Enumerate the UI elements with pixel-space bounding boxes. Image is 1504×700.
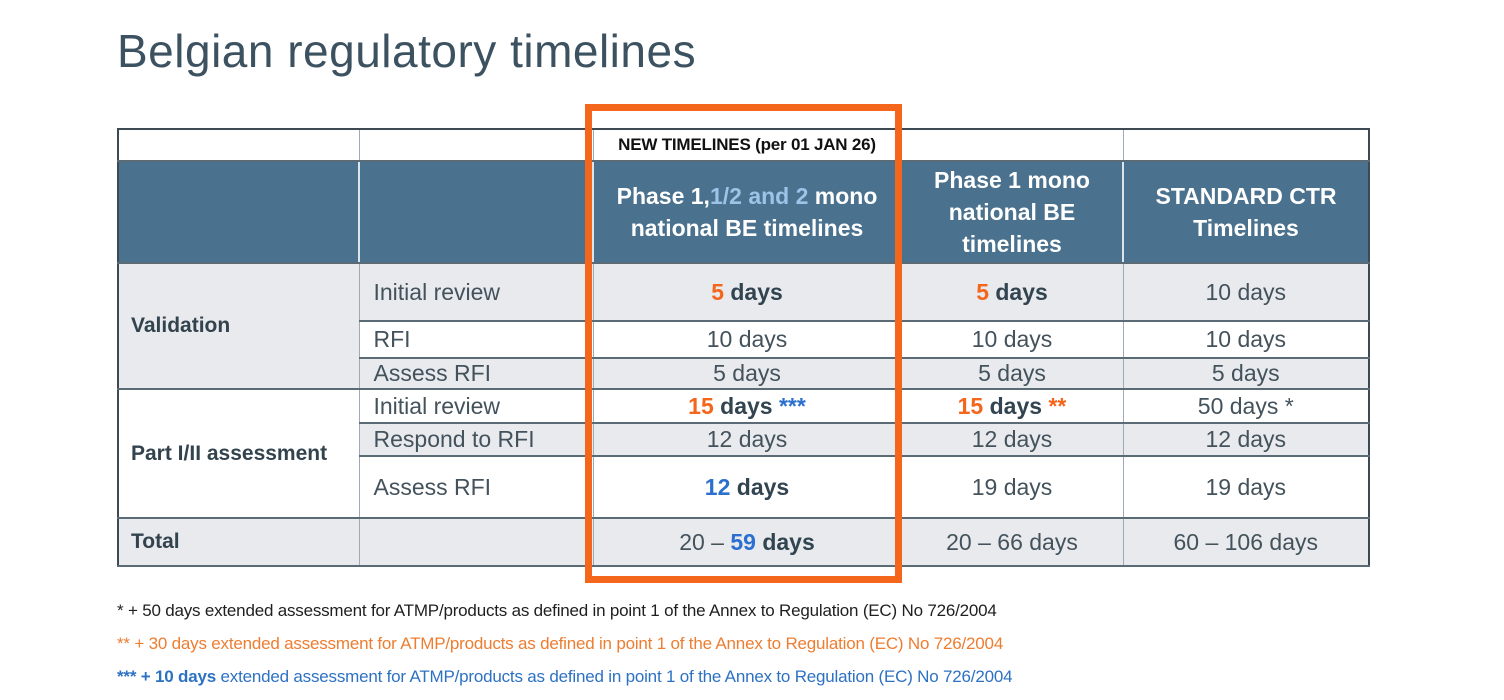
text-part: Phase 1, — [616, 182, 710, 209]
value-cell: 12 days — [900, 422, 1124, 457]
text-part: 19 days — [1205, 473, 1287, 500]
text-part: days — [988, 278, 1048, 305]
text-part: 1/2 and 2 — [709, 182, 809, 209]
footnote: ** + 30 days extended assessment for ATM… — [117, 634, 1012, 654]
text-part: ** + 30 days extended assessment for ATM… — [117, 634, 1004, 653]
text-part: 5 days — [713, 360, 781, 386]
step-label: Assess RFI — [358, 357, 594, 390]
step-label: Assess RFI — [358, 455, 594, 519]
column-header-section — [117, 160, 360, 264]
value-cell: 10 days — [900, 320, 1124, 359]
footnote: *** + 10 days extended assessment for AT… — [117, 667, 1013, 687]
text-part: mono national BE timelines — [630, 182, 878, 241]
banner-blank-cell — [358, 128, 594, 162]
text-part: 15 — [957, 392, 984, 419]
text-part: 12 days — [1205, 426, 1287, 452]
text-part: 59 — [730, 528, 756, 555]
value-cell: 5 days — [592, 262, 902, 322]
text-part: 15 — [688, 392, 714, 419]
text-part: 5 — [976, 278, 989, 305]
text-part: extended assessment for ATMP/products as… — [216, 667, 1013, 686]
new-timelines-banner: NEW TIMELINES (per 01 JAN 26) — [592, 128, 902, 162]
text-part: 12 — [704, 473, 731, 500]
value-cell: 5 days — [592, 357, 902, 390]
text-part: STANDARD CTR Timelines — [1155, 182, 1337, 241]
section-label: Part I/II assessment — [117, 388, 360, 519]
text-part: 20 – — [679, 528, 731, 555]
value-cell: 5 days — [1122, 357, 1370, 390]
banner-blank-cell — [900, 128, 1124, 162]
text-part: 5 — [711, 278, 724, 305]
text-part: *** + 10 days — [117, 667, 217, 686]
step-label: Initial review — [358, 388, 594, 424]
text-part: 5 days — [1211, 360, 1280, 386]
text-part: 20 – 66 days — [946, 528, 1078, 555]
value-cell: 12 days — [592, 455, 902, 519]
regulatory-timelines-table: NEW TIMELINES (per 01 JAN 26) Phase 1,1/2… — [117, 128, 1370, 567]
text-part: 10 days — [1205, 326, 1287, 352]
banner-blank-cell — [1122, 128, 1370, 162]
value-cell: 10 days — [1122, 320, 1370, 359]
text-part: days — [713, 392, 779, 419]
text-part: 19 days — [971, 473, 1053, 500]
value-cell: 10 days — [592, 320, 902, 359]
value-cell: 50 days * — [1122, 388, 1370, 424]
step-label: Initial review — [358, 262, 594, 322]
text-part: days — [730, 473, 790, 500]
value-cell: 19 days — [900, 455, 1124, 519]
value-cell: 5 days — [900, 357, 1124, 390]
step-label: RFI — [358, 320, 594, 359]
text-part: * + 50 days extended assessment for ATMP… — [117, 601, 997, 620]
text-part: days — [723, 278, 783, 305]
text-part: 60 – 106 days — [1173, 528, 1318, 555]
footnote: * + 50 days extended assessment for ATMP… — [117, 601, 1012, 621]
column-header-phase-1-12-2: Phase 1,1/2 and 2 mono national BE timel… — [592, 160, 902, 264]
total-value-cell: 20 – 66 days — [900, 517, 1124, 567]
step-label: Respond to RFI — [358, 422, 594, 457]
footnotes: * + 50 days extended assessment for ATMP… — [117, 601, 1013, 700]
section-label: Validation — [117, 262, 360, 390]
total-value-cell: 20 – 59 days — [592, 517, 902, 567]
text-part: 12 days — [971, 426, 1053, 452]
column-header-standard-ctr: STANDARD CTR Timelines — [1122, 160, 1370, 264]
timelines-table: NEW TIMELINES (per 01 JAN 26) Phase 1,1/2… — [117, 128, 1370, 567]
text-part: 5 days — [978, 360, 1046, 386]
page-title: Belgian regulatory timelines — [117, 25, 697, 77]
text-part: days — [983, 392, 1049, 419]
total-blank-cell — [358, 517, 594, 567]
value-cell: 5 days — [900, 262, 1124, 322]
value-cell: 15 days *** — [592, 388, 902, 424]
text-part: 10 days — [1205, 278, 1287, 305]
text-part: Phase 1 mono national BE timelines — [934, 166, 1090, 258]
text-part: 10 days — [706, 326, 788, 352]
text-part: 10 days — [971, 326, 1053, 352]
text-part: 50 days * — [1197, 392, 1294, 419]
text-part: days — [755, 528, 815, 555]
column-header-phase-1-mono: Phase 1 mono national BE timelines — [900, 160, 1124, 264]
value-cell: 12 days — [592, 422, 902, 457]
value-cell: 10 days — [1122, 262, 1370, 322]
banner-blank-cell — [117, 128, 360, 162]
value-cell: 15 days ** — [900, 388, 1124, 424]
text-part: 12 days — [706, 426, 788, 452]
total-label: Total — [117, 517, 360, 567]
text-part: ** — [1048, 392, 1067, 419]
value-cell: 19 days — [1122, 455, 1370, 519]
column-header-step — [358, 160, 594, 264]
total-value-cell: 60 – 106 days — [1122, 517, 1370, 567]
text-part: *** — [778, 392, 806, 419]
value-cell: 12 days — [1122, 422, 1370, 457]
